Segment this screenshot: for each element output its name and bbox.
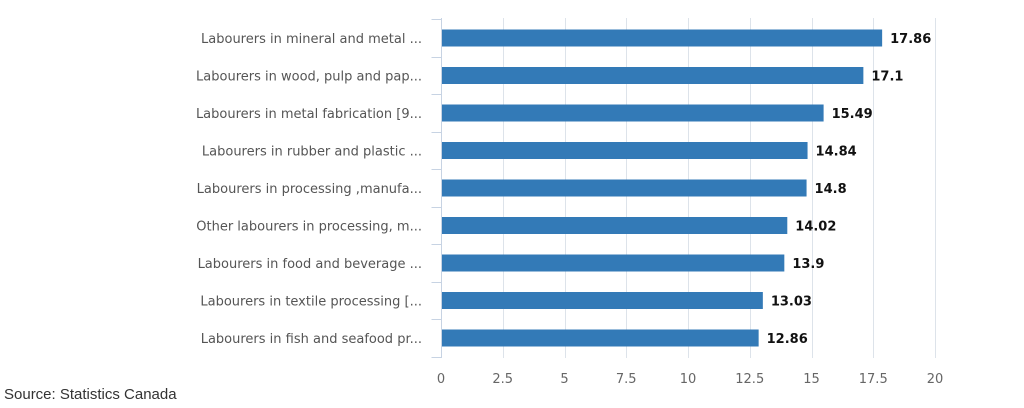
x-tick-label: 5: [560, 372, 568, 387]
category-label: Labourers in wood, pulp and pap...: [196, 70, 422, 85]
bar[interactable]: [442, 29, 883, 47]
data-label: 14.84: [816, 145, 857, 160]
category-label: Labourers in food and beverage ...: [198, 257, 422, 272]
x-tick-label: 17.5: [859, 372, 888, 387]
category-label: Labourers in textile processing [...: [200, 295, 422, 310]
x-tick-label: 20: [927, 372, 944, 387]
x-tick-label: 0: [437, 372, 445, 387]
labels: 0 2.5 5 7.5 10 12.5 15 17.5 20 Labourers in miner…: [196, 32, 943, 387]
data-label: 13.03: [771, 295, 812, 310]
data-label: 12.86: [767, 332, 808, 347]
category-label: Labourers in processing ,manufa...: [197, 182, 422, 197]
bar[interactable]: [442, 179, 807, 197]
x-tick-label: 2.5: [492, 372, 513, 387]
bar[interactable]: [442, 67, 864, 84]
bar[interactable]: [442, 104, 824, 122]
bar[interactable]: [442, 329, 759, 347]
x-tick-label: 7.5: [616, 372, 637, 387]
bar[interactable]: [442, 217, 788, 234]
data-label: 17.86: [890, 32, 931, 47]
category-label: Labourers in mineral and metal ...: [201, 32, 422, 47]
data-label: 14.02: [795, 220, 836, 235]
category-label: Other labourers in processing, m...: [196, 220, 422, 235]
bar[interactable]: [442, 254, 785, 272]
data-label: 15.49: [832, 107, 873, 122]
category-label: Labourers in rubber and plastic ...: [202, 145, 422, 160]
x-tick-label: 12.5: [735, 372, 764, 387]
bar[interactable]: [442, 142, 808, 159]
x-tick-label: 15: [803, 372, 820, 387]
data-label: 17.1: [871, 70, 903, 85]
data-label: 13.9: [792, 257, 824, 272]
data-label: 14.8: [815, 182, 847, 197]
x-tick-label: 10: [680, 372, 697, 387]
bars: [442, 29, 883, 347]
category-label: Labourers in metal fabrication [9...: [196, 107, 422, 122]
source-note: Source: Statistics Canada: [4, 386, 177, 403]
category-label: Labourers in fish and seafood pr...: [201, 332, 422, 347]
bar[interactable]: [442, 292, 763, 309]
axes: [431, 18, 442, 358]
